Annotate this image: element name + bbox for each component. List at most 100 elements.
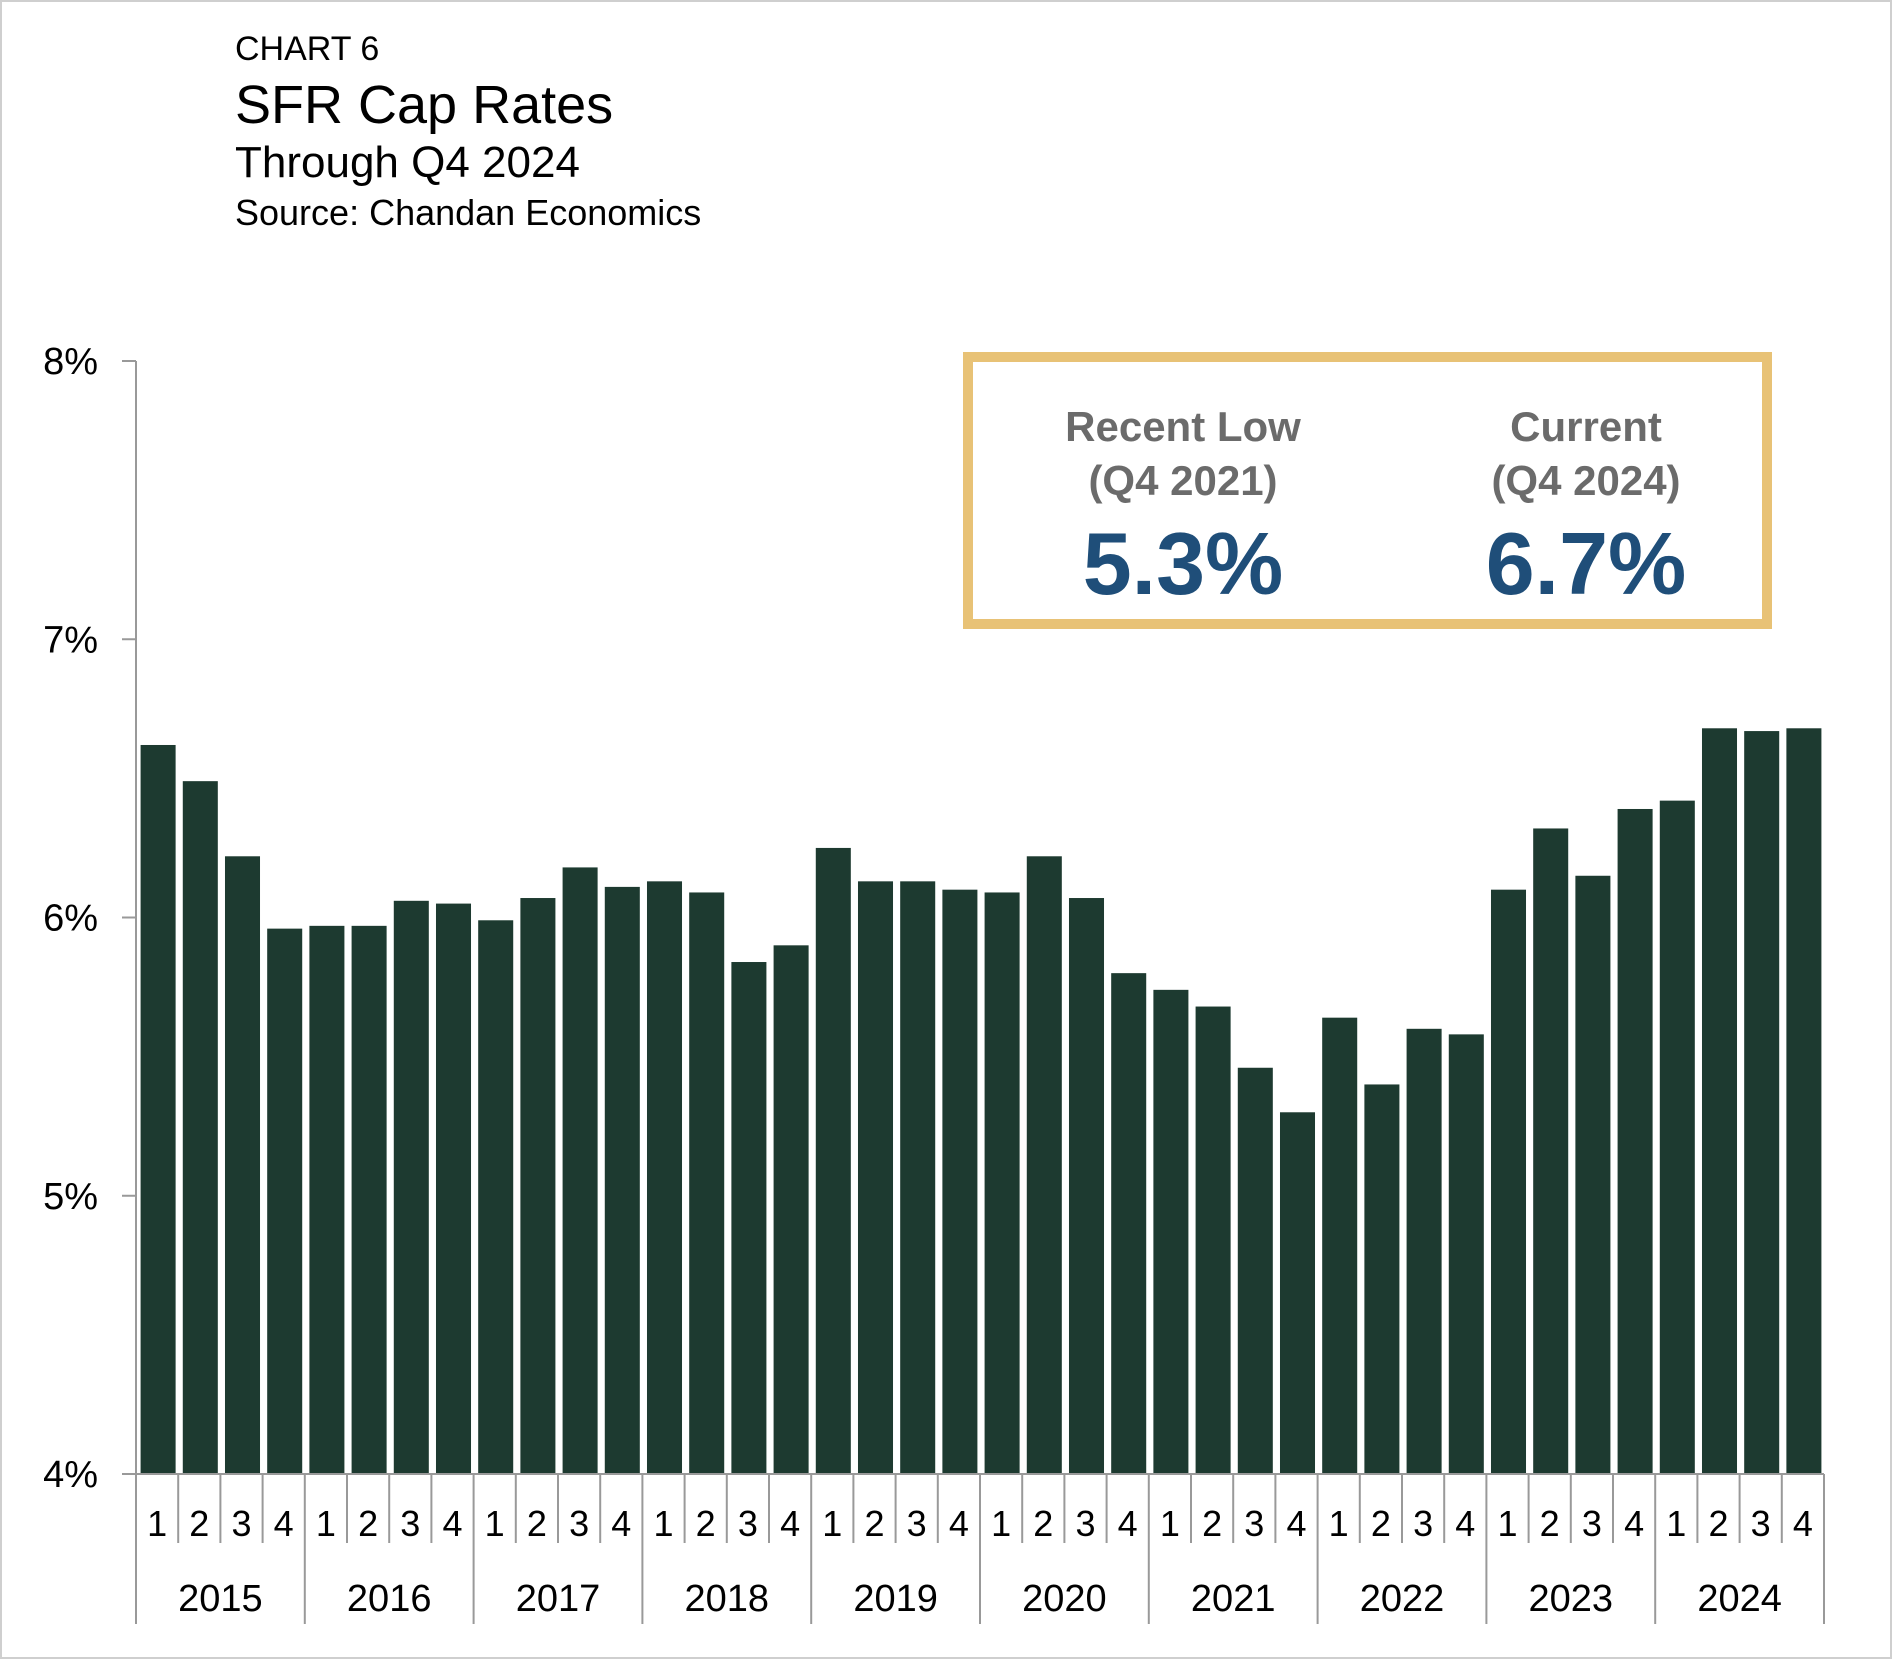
x-quarter-label: 4 [442, 1503, 462, 1544]
bar [646, 881, 683, 1474]
y-tick-label: 7% [43, 619, 98, 661]
x-quarter-label: 4 [1118, 1503, 1138, 1544]
current-stat: Current (Q4 2024) 6.7% [1396, 400, 1776, 614]
x-quarter-label: 3 [738, 1503, 758, 1544]
x-year-label: 2023 [1529, 1578, 1614, 1620]
x-quarter-label: 1 [1666, 1503, 1686, 1544]
bar [562, 867, 598, 1474]
x-quarter-label: 3 [907, 1503, 927, 1544]
bar [267, 928, 303, 1474]
x-year-label: 2018 [685, 1578, 770, 1620]
chart-title: SFR Cap Rates [235, 75, 614, 135]
x-quarter-label: 3 [1582, 1503, 1602, 1544]
bar [1364, 1084, 1400, 1474]
recent-low-value: 5.3% [1082, 514, 1284, 613]
x-quarter-label: 1 [822, 1503, 842, 1544]
bar [1575, 875, 1611, 1474]
x-quarter-label: 1 [1497, 1503, 1517, 1544]
x-quarter-label: 4 [949, 1503, 969, 1544]
x-quarter-label: 4 [1455, 1503, 1475, 1544]
bar [182, 781, 218, 1474]
x-quarter-label: 2 [189, 1503, 209, 1544]
x-year-label: 2021 [1191, 1578, 1276, 1620]
bar [1026, 856, 1062, 1474]
x-quarter-label: 4 [1624, 1503, 1644, 1544]
current-period: (Q4 2024) [1491, 457, 1681, 504]
bar [1153, 989, 1189, 1474]
x-quarter-label: 3 [231, 1503, 251, 1544]
x-quarter-label: 3 [1244, 1503, 1264, 1544]
bar [393, 900, 429, 1474]
bar [689, 892, 725, 1474]
bar [520, 898, 556, 1474]
y-tick-label: 8% [43, 341, 98, 383]
x-year-label: 2017 [516, 1578, 601, 1620]
bar [900, 881, 936, 1474]
current-value: 6.7% [1485, 514, 1687, 613]
bar [815, 847, 851, 1474]
x-quarter-label: 1 [1160, 1503, 1180, 1544]
bar [857, 881, 894, 1474]
x-quarter-label: 4 [780, 1503, 800, 1544]
bar [1448, 1034, 1484, 1474]
x-quarter-label: 2 [527, 1503, 547, 1544]
y-tick-label: 6% [43, 898, 98, 940]
x-year-label: 2015 [178, 1578, 263, 1620]
x-quarter-label: 2 [1033, 1503, 1053, 1544]
x-quarter-label: 1 [147, 1503, 167, 1544]
bar [1237, 1067, 1273, 1474]
bar [478, 920, 514, 1474]
y-tick-label: 4% [43, 1454, 98, 1496]
x-quarter-label: 4 [1286, 1503, 1306, 1544]
bar [1195, 1006, 1231, 1474]
x-quarter-label: 4 [1793, 1503, 1813, 1544]
stats-callout-box: Recent Low (Q4 2021) 5.3% Current (Q4 20… [963, 352, 1772, 629]
x-quarter-label: 2 [358, 1503, 378, 1544]
bar [1490, 889, 1527, 1474]
bar [224, 856, 261, 1474]
x-year-label: 2020 [1022, 1578, 1107, 1620]
x-quarter-label: 3 [1075, 1503, 1095, 1544]
x-quarter-label: 2 [696, 1503, 716, 1544]
x-quarter-label: 1 [316, 1503, 336, 1544]
bar [1659, 800, 1695, 1474]
current-label: Current [1510, 403, 1662, 450]
bar [309, 925, 345, 1474]
x-quarter-label: 4 [611, 1503, 631, 1544]
x-quarter-label: 3 [1751, 1503, 1771, 1544]
chart-label: CHART 6 [235, 30, 380, 68]
x-year-label: 2022 [1360, 1578, 1445, 1620]
bar [984, 892, 1020, 1474]
y-tick-label: 5% [43, 1176, 98, 1218]
bar [731, 962, 767, 1474]
x-quarter-label: 2 [1708, 1503, 1728, 1544]
x-quarter-label: 1 [991, 1503, 1011, 1544]
bar [1744, 731, 1780, 1474]
x-quarter-label: 2 [1540, 1503, 1560, 1544]
bar [1406, 1028, 1442, 1474]
x-year-label: 2024 [1697, 1578, 1782, 1620]
bar [1533, 828, 1569, 1474]
x-quarter-label: 3 [569, 1503, 589, 1544]
chart-subtitle: Through Q4 2024 [235, 138, 580, 187]
x-year-label: 2019 [853, 1578, 938, 1620]
bar [435, 903, 472, 1474]
x-quarter-label: 1 [485, 1503, 505, 1544]
bar [942, 889, 978, 1474]
x-quarter-label: 4 [274, 1503, 294, 1544]
bar [1786, 728, 1822, 1474]
chart-source: Source: Chandan Economics [235, 192, 702, 233]
x-quarter-label: 2 [1371, 1503, 1391, 1544]
bar [1701, 728, 1738, 1474]
recent-low-period: (Q4 2021) [1088, 457, 1278, 504]
bar [1617, 808, 1653, 1474]
bar [1279, 1112, 1316, 1474]
x-quarter-label: 1 [1329, 1503, 1349, 1544]
bar [773, 945, 809, 1474]
bar [351, 925, 387, 1474]
x-quarter-label: 2 [864, 1503, 884, 1544]
recent-low-label: Recent Low [1065, 403, 1301, 450]
bar [604, 886, 640, 1474]
